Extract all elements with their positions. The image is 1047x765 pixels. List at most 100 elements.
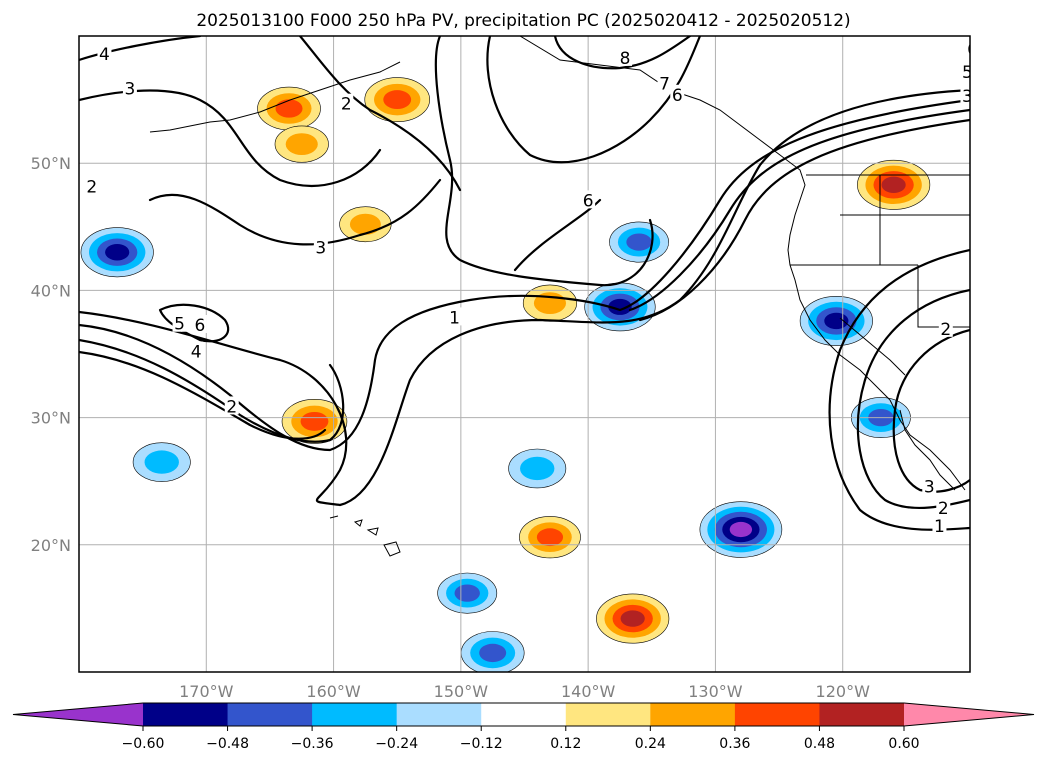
colorbar-tick-label: −0.12 [460, 736, 503, 752]
precip-level [105, 244, 130, 261]
precip-blob-15 [437, 572, 498, 614]
precip-level [275, 99, 303, 118]
colorbar-tick-label: 0.24 [635, 736, 666, 752]
precip-level [300, 411, 329, 431]
contour-label-bg [84, 176, 99, 195]
precip-blob-0 [80, 227, 154, 278]
precip-blob-18 [519, 516, 581, 559]
contour-label: 1 [934, 517, 945, 537]
contour-label: 8 [620, 49, 631, 69]
lon-tick-label: 170°W [179, 682, 234, 701]
precip-level [479, 643, 507, 663]
contour-label-bg [339, 93, 354, 112]
contour-label: 6 [583, 191, 594, 211]
colorbar-segment [734, 703, 820, 726]
contour-label: 3 [924, 478, 935, 498]
colorbar-segment [565, 703, 651, 726]
precip-blob-17 [460, 631, 525, 672]
contour-label-bg [938, 318, 953, 337]
contour-label: 2 [226, 397, 237, 417]
precip-level [520, 456, 555, 481]
pv-contour-1 [79, 88, 970, 507]
contour-label-bg [670, 84, 685, 103]
contour-label: 2 [341, 95, 352, 115]
contour-label-bg [932, 515, 947, 534]
precip-level [824, 312, 849, 330]
pv-contour-pacific-high-2 [856, 288, 970, 510]
contour-label: 7 [659, 74, 670, 94]
precip-blob-9 [799, 295, 873, 346]
hawaii-islands [329, 515, 401, 557]
contour-label: 3 [315, 238, 326, 258]
lat-tick-label: 40°N [31, 281, 71, 300]
contour-label-bg [122, 78, 137, 97]
precip-blob-2 [274, 125, 329, 163]
contour-label-bg [97, 44, 112, 63]
colorbar-tick-label: 0.12 [550, 736, 581, 752]
contour-label: 5 [962, 63, 973, 83]
lon-tick-label: 130°W [688, 682, 743, 701]
precip-blob-14 [699, 501, 783, 558]
contour-label: 3 [962, 87, 973, 107]
lon-tick-label: 140°W [561, 682, 616, 701]
contour-label: 6 [195, 316, 206, 336]
colorbar-segment [143, 703, 229, 726]
baja-peninsula [899, 409, 956, 491]
lat-tick-label: 20°N [31, 536, 71, 555]
lat-lon-gridlines [79, 36, 970, 672]
chart-title: 2025013100 F000 250 hPa PV, precipitatio… [196, 11, 850, 31]
precipitation-anomalies [80, 77, 931, 672]
contour-label-bg [960, 61, 970, 80]
contour-label-bg [313, 237, 328, 256]
contour-label-bg [618, 47, 633, 66]
contour-label: 6 [672, 86, 683, 106]
pv-contour-pacific-high-3 [892, 328, 970, 493]
contour-label-bg [581, 190, 596, 209]
precip-level [285, 133, 318, 156]
colorbar-tick-label: −0.48 [206, 736, 249, 752]
colorbar-segment [481, 703, 567, 726]
precip-blob-4 [339, 206, 392, 243]
pv-contour-2b [79, 338, 345, 443]
precip-level [454, 584, 480, 602]
colorbar-tick-label: 0.60 [888, 736, 919, 752]
precip-level [349, 213, 381, 235]
precip-blob-3 [364, 77, 430, 122]
us-state-lines [790, 175, 970, 376]
contour-label: 6 [967, 40, 978, 60]
pv-contour-6b [486, 36, 702, 164]
contour-label: 2 [940, 320, 951, 340]
contour-label: 5 [174, 315, 185, 335]
pv-contour-8 [553, 36, 692, 70]
precip-blob-13 [508, 448, 567, 489]
contour-label-bg [224, 396, 239, 415]
contour-label: 1 [449, 308, 460, 328]
precip-level [729, 521, 753, 538]
precip-level [881, 176, 906, 194]
contour-label-bg [172, 313, 187, 332]
colorbar-tick-label: 0.48 [804, 736, 835, 752]
lon-tick-label: 150°W [434, 682, 489, 701]
colorbar-extend-max [904, 703, 1034, 726]
colorbar-tick-label: −0.60 [122, 736, 165, 752]
lat-tick-label: 50°N [31, 154, 71, 173]
contour-label-bg [960, 86, 970, 105]
contour-label: 3 [125, 79, 136, 99]
colorbar-extend-min [13, 703, 143, 726]
colorbar-segment [227, 703, 313, 726]
contour-label: 2 [938, 499, 949, 519]
precip-level [144, 450, 179, 474]
contour-label-bg [965, 38, 970, 57]
contour-label: 4 [191, 343, 202, 363]
lon-tick-label: 160°W [306, 682, 361, 701]
colorbar-tick-label: 0.36 [719, 736, 750, 752]
pv-contour-jet-b [638, 118, 970, 322]
precip-level [383, 90, 412, 110]
pv-contours [79, 36, 970, 531]
lon-tick-label: 120°W [816, 682, 871, 701]
map-background [79, 36, 970, 672]
contour-label: 4 [99, 45, 110, 65]
contour-label-bg [936, 498, 951, 517]
pv-contour-6a [434, 36, 654, 287]
